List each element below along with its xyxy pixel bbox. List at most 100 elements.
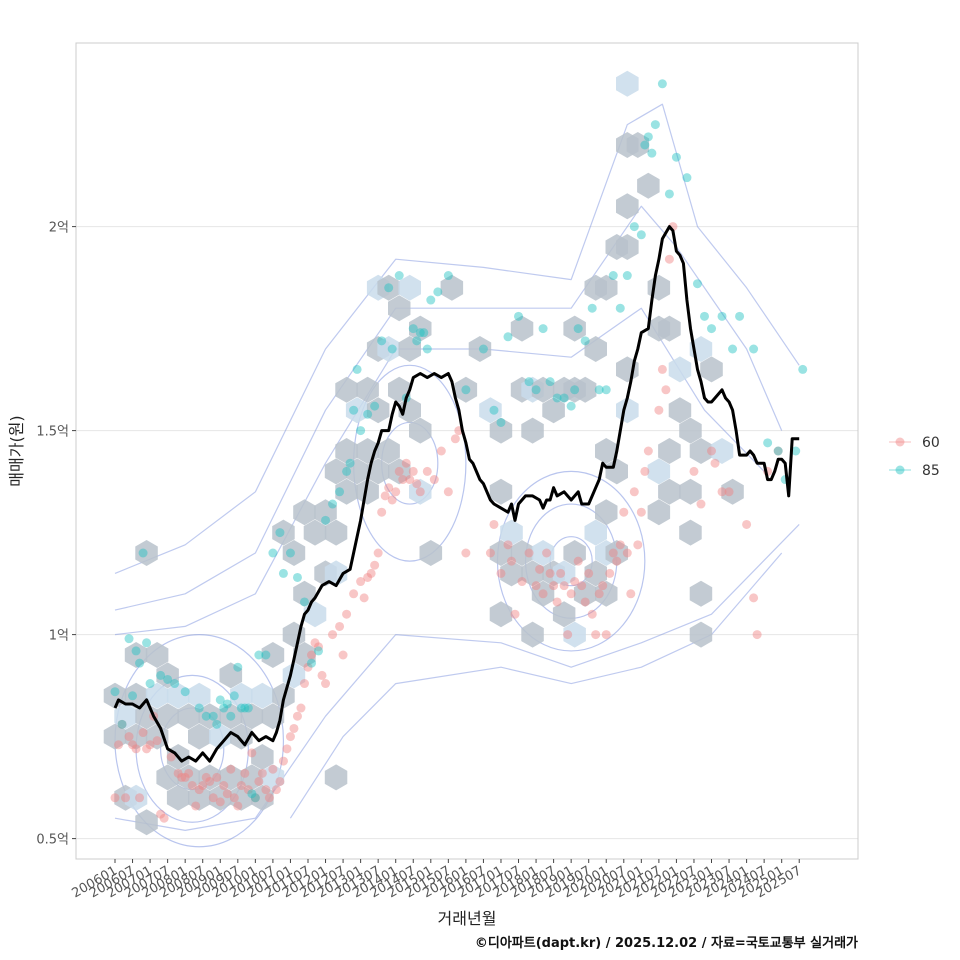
data-point-85 (194, 703, 204, 713)
data-point-85 (233, 662, 243, 672)
data-point-60 (661, 385, 671, 395)
hexbin (124, 682, 148, 709)
data-point-85 (128, 691, 138, 701)
data-point-85 (142, 638, 152, 648)
data-point-85 (408, 324, 418, 334)
hexbin (489, 601, 513, 628)
hexbin (293, 580, 316, 607)
data-point-85 (222, 699, 232, 709)
hexbin (103, 723, 127, 750)
data-point-85 (587, 303, 597, 313)
data-point-60 (657, 364, 667, 374)
data-point-85 (321, 515, 331, 525)
legend-label-60: 60 (922, 435, 940, 451)
hexbin (124, 723, 148, 750)
data-point-85 (412, 336, 422, 346)
data-point-60 (443, 487, 453, 497)
data-point-60 (314, 642, 324, 652)
data-point-60 (608, 548, 618, 558)
data-point-60 (749, 593, 759, 603)
data-point-60 (461, 548, 471, 558)
hexbin (198, 703, 221, 730)
hexbin (303, 519, 327, 546)
data-point-85 (580, 336, 590, 346)
density-contour (114, 205, 783, 611)
hexbin (595, 274, 618, 301)
hexbin (356, 478, 379, 505)
data-point-60 (496, 568, 506, 578)
data-point-85 (236, 703, 246, 713)
x-axis: 2006012006072007012007072008012008072009… (70, 859, 804, 901)
data-point-60 (489, 519, 499, 529)
data-point-60 (724, 487, 734, 497)
hexbin (198, 764, 221, 791)
hexbin (345, 397, 369, 424)
data-point-60 (622, 548, 632, 558)
hexbin (542, 397, 565, 424)
hexbin (282, 540, 306, 566)
data-point-85 (247, 789, 257, 799)
data-point-85 (728, 344, 738, 354)
data-point-60 (612, 556, 622, 566)
data-point-60 (124, 732, 134, 742)
data-point-85 (278, 568, 288, 578)
data-point-85 (377, 336, 387, 346)
data-point-60 (180, 772, 190, 782)
hexbin (114, 703, 137, 730)
data-point-60 (538, 589, 548, 599)
data-point-85 (545, 377, 555, 387)
data-point-85 (110, 687, 120, 697)
data-point-60 (405, 475, 415, 485)
hexbin (689, 438, 713, 464)
data-point-85 (570, 385, 580, 395)
hexbin (531, 376, 555, 403)
data-point-60 (114, 740, 124, 750)
data-point-85 (215, 695, 225, 705)
data-point-85 (345, 458, 355, 468)
hexbin (647, 499, 671, 526)
y-axis-title: 매매가(원) (7, 415, 26, 486)
data-point-60 (335, 621, 345, 631)
density-contour (114, 523, 800, 831)
data-point-60 (605, 568, 615, 578)
data-point-60 (629, 487, 639, 497)
data-point-85 (163, 674, 173, 684)
data-point-85 (594, 385, 604, 395)
data-point-85 (566, 401, 576, 411)
data-point-60 (191, 801, 201, 811)
data-point-60 (752, 630, 762, 640)
hexbin (240, 703, 264, 730)
y-tick-label: 1억 (49, 629, 69, 644)
data-point-60 (219, 781, 229, 791)
data-point-60 (549, 581, 559, 591)
data-point-60 (391, 487, 401, 497)
data-point-85 (426, 295, 436, 305)
hexbin (324, 560, 348, 587)
hexbin (314, 499, 337, 526)
data-point-85 (254, 650, 264, 660)
data-point-60 (710, 458, 720, 468)
data-point-60 (184, 768, 194, 778)
data-point-85 (285, 548, 295, 558)
hexbin (188, 723, 211, 750)
hexbin (658, 315, 681, 342)
data-point-60 (573, 556, 583, 566)
data-point-60 (177, 772, 187, 782)
hexbin (219, 764, 243, 791)
data-point-60 (205, 776, 215, 786)
hexbin (637, 172, 660, 199)
data-point-60 (636, 507, 646, 517)
hexbin (605, 458, 628, 485)
data-point-85 (717, 311, 727, 321)
data-point-60 (198, 781, 208, 791)
data-point-60 (517, 577, 527, 587)
data-point-60 (503, 540, 513, 550)
data-point-85 (615, 303, 625, 313)
data-point-85 (226, 711, 236, 721)
hexbin (219, 662, 243, 689)
data-point-60 (208, 793, 218, 803)
data-point-60 (601, 630, 611, 640)
data-point-60 (594, 589, 604, 599)
data-point-60 (363, 572, 373, 582)
